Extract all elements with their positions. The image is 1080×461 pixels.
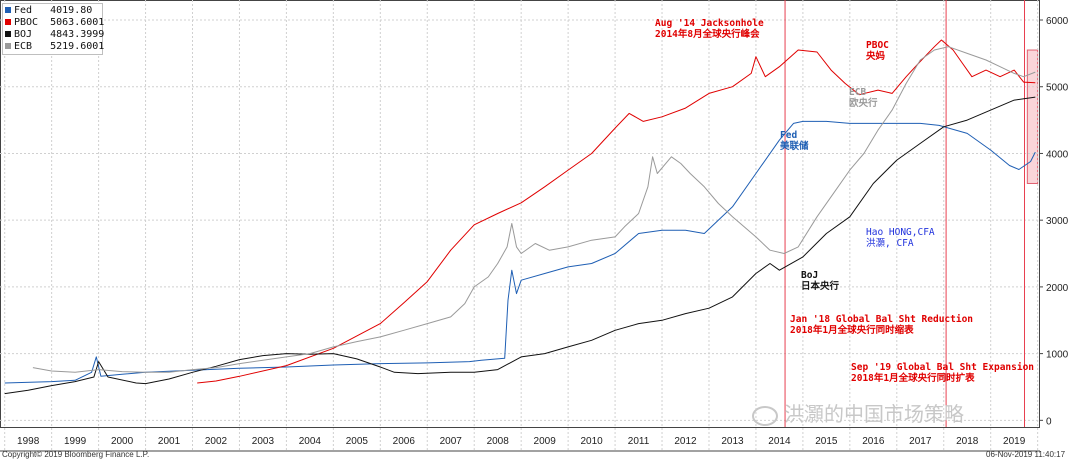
x-tick-label: 2015 [815, 436, 838, 447]
x-tick-label: 2005 [346, 436, 369, 447]
annotation-jacksonhole: Aug '14 Jacksonhole [655, 18, 764, 29]
y-tick-label: 5000 [1046, 83, 1069, 94]
legend-swatch [5, 31, 11, 37]
annotation-pboc-label: PBOC [866, 40, 889, 51]
annotation-boj-label: BoJ [801, 270, 818, 281]
annotation-pboc-label: 央妈 [866, 50, 886, 62]
x-tick-label: 2000 [111, 436, 134, 447]
legend-label: BOJ 4843.3999 [14, 29, 105, 40]
legend-label: Fed 4019.80 [14, 5, 93, 16]
legend: Fed 4019.80 PBOC 5063.6001 BOJ 4843.3999 EC… [2, 3, 104, 55]
annotation-reduction-label: Jan '18 Global Bal Sht Reduction [790, 314, 973, 325]
x-tick-label: 2013 [721, 436, 744, 447]
x-tick-label: 2014 [768, 436, 791, 447]
x-tick-label: 1998 [17, 436, 40, 447]
y-tick-label: 0 [1046, 416, 1052, 427]
legend-label: PBOC 5063.6001 [14, 17, 105, 28]
legend-swatch [5, 43, 11, 49]
legend-label: ECB 5219.6001 [14, 41, 105, 52]
legend-item-boj: BOJ 4843.3999 [5, 29, 104, 41]
x-tick-label: 2011 [628, 436, 650, 447]
y-tick-label: 6000 [1046, 16, 1069, 27]
legend-item-pboc: PBOC 5063.6001 [5, 17, 104, 29]
wechat-icon [752, 405, 778, 426]
annotation-ecb-label: ECB [849, 87, 866, 98]
x-tick-label: 2016 [862, 436, 885, 447]
legend-item-ecb: ECB 5219.6001 [5, 41, 104, 53]
x-tick-label: 2018 [956, 436, 979, 447]
annotation-expansion-label: Sep '19 Global Bal Sht Expansion [851, 362, 1034, 373]
x-tick-label: 2004 [299, 436, 322, 447]
y-tick-label: 3000 [1046, 216, 1069, 227]
legend-swatch [5, 19, 11, 25]
series-line-fed [4, 120, 1036, 384]
x-tick-label: 2008 [487, 436, 510, 447]
x-tick-label: 2006 [393, 436, 416, 447]
x-tick-label: 2002 [205, 436, 228, 447]
x-tick-label: 2003 [252, 436, 275, 447]
annotation-jacksonhole: 2014年8月全球央行峰会 [655, 28, 760, 40]
legend-item-fed: Fed 4019.80 [5, 5, 100, 17]
highlight-box [1026, 49, 1039, 184]
annotation-fed-label: 美联储 [779, 140, 809, 152]
annotation-author-label: Hao HONG,CFA [866, 227, 935, 238]
copyright-text: Copyright© 2019 Bloomberg Finance L.P. [2, 450, 150, 459]
annotation-ecb-label: 欧央行 [849, 97, 878, 109]
timestamp-text: 06-Nov-2019 11:40:17 [986, 450, 1066, 459]
watermark-text: 洪灝的中国市场策略 [784, 402, 964, 426]
x-tick-label: 2017 [909, 436, 932, 447]
x-tick-label: 1999 [64, 436, 87, 447]
series-line-boj [4, 96, 1036, 395]
x-tick-label: 2007 [440, 436, 463, 447]
annotation-expansion-label: 2018年1月全球央行同时扩表 [851, 372, 975, 384]
x-tick-label: 2019 [1003, 436, 1026, 447]
x-tick-label: 2001 [158, 436, 181, 447]
annotation-fed-label: Fed [780, 130, 797, 141]
plot-area [0, 0, 1040, 428]
series-line-ecb [32, 46, 1036, 373]
annotation-boj-label: 日本央行 [801, 280, 840, 292]
y-tick-label: 1000 [1046, 350, 1069, 361]
annotation-author-label: 洪灝, CFA [866, 237, 914, 249]
y-tick-label: 4000 [1046, 149, 1069, 160]
x-tick-label: 2009 [534, 436, 557, 447]
annotation-reduction-label: 2018年1月全球央行同时缩表 [790, 324, 914, 336]
x-tick-label: 2012 [674, 436, 697, 447]
watermark: 洪灝的中国市场策略 [752, 398, 964, 427]
y-tick-label: 2000 [1046, 283, 1069, 294]
legend-swatch [5, 7, 11, 13]
x-tick-label: 2010 [580, 436, 603, 447]
